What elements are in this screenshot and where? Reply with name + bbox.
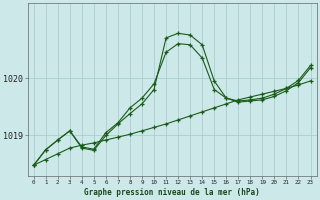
X-axis label: Graphe pression niveau de la mer (hPa): Graphe pression niveau de la mer (hPa) [84, 188, 260, 197]
